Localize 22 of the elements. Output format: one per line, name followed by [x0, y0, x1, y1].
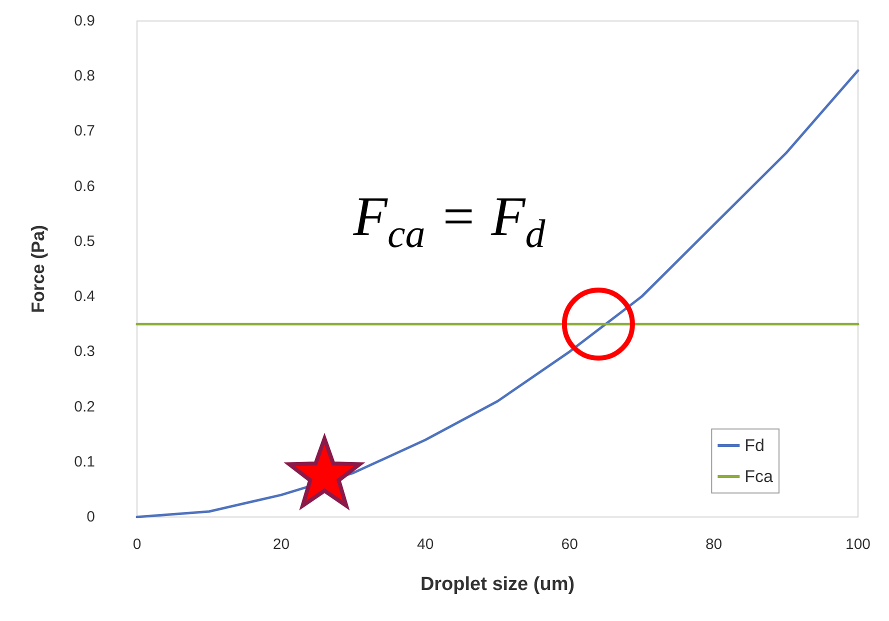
annotation: F$_{ca}$ = F$_{d}$: [353, 184, 546, 257]
y-tick-label: 0.4: [74, 288, 95, 306]
y-tick-label: 0: [86, 508, 95, 526]
x-tick-label: 100: [845, 536, 871, 553]
x-axis-title: Droplet size (um): [420, 574, 575, 595]
y-tick-label: 0.3: [74, 343, 95, 360]
y-tick-label: 0.1: [74, 453, 95, 470]
y-tick-label: 0.6: [74, 178, 95, 195]
y-tick-label: 0.2: [74, 398, 95, 416]
x-tick-label: 40: [417, 536, 434, 553]
x-tick-label: 20: [272, 536, 290, 553]
y-axis-title: Force (Pa): [28, 224, 48, 314]
x-tick-label: 60: [561, 536, 578, 553]
y-tick-label: 0.9: [74, 12, 95, 30]
legend-label: Fca: [744, 467, 774, 486]
line-series: [136, 69, 860, 518]
x-tick-label: 80: [705, 536, 722, 553]
y-tick-label: 0.8: [74, 68, 95, 85]
y-tick-label: 0.7: [74, 122, 95, 140]
legend-label: Fd: [744, 436, 765, 455]
x-tick-label: 0: [132, 536, 142, 553]
y-tick-label: 0.5: [74, 232, 95, 250]
